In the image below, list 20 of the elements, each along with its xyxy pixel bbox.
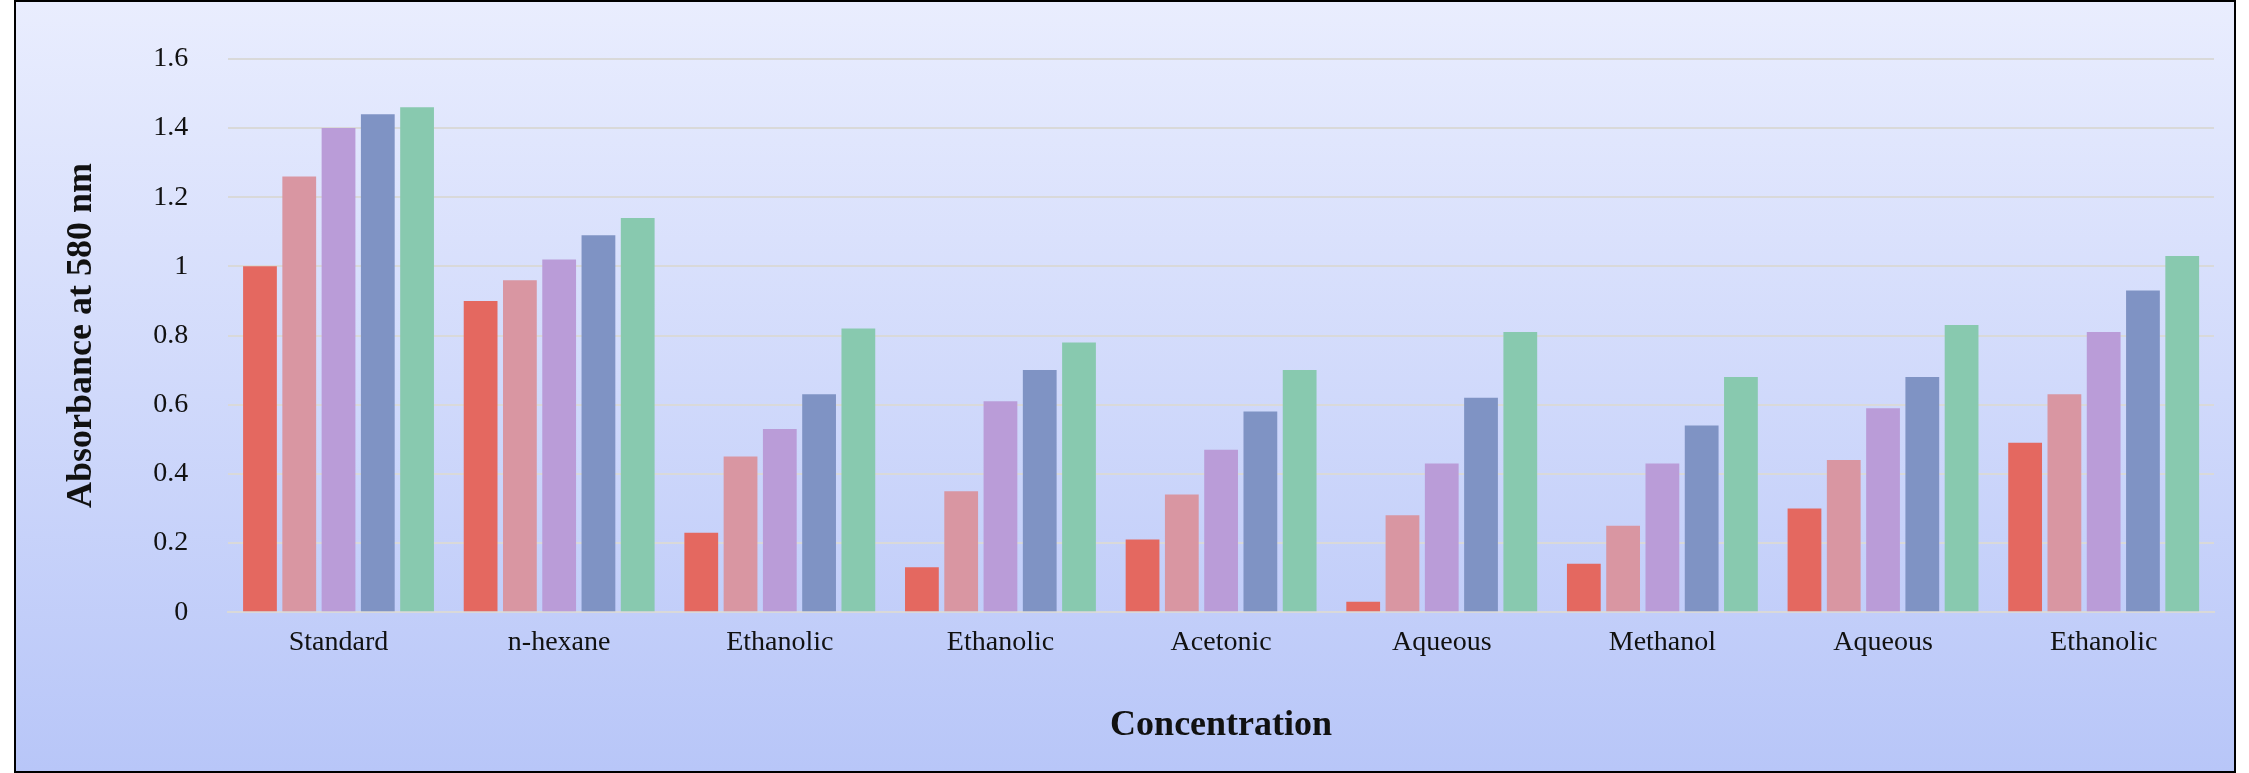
x-axis-title: Concentration	[1110, 702, 1333, 743]
x-tick-label: Aqueous	[1391, 625, 1492, 657]
y-tick-label: 0.4	[153, 456, 189, 488]
x-tick-label: Aqueous	[1833, 625, 1933, 657]
y-tick-label: 1	[174, 248, 189, 280]
x-tick-label: Ethanolic	[946, 625, 1055, 657]
y-tick-label: 0.8	[153, 317, 189, 349]
x-tick-label: Standard	[288, 625, 389, 657]
y-tick-label: 1.4	[153, 110, 189, 142]
y-tick-label: 1.2	[153, 179, 189, 211]
x-tick-label: Methanol	[1608, 625, 1717, 657]
y-tick-label: 1.6	[153, 41, 189, 73]
x-tick-label: Ethanolic	[726, 625, 834, 657]
x-tick-label: Ethanolic	[2050, 625, 2158, 657]
x-tick-label: Acetonic	[1170, 625, 1272, 657]
y-axis-title: Absorbance at 580 nm	[58, 162, 99, 509]
y-tick-label: 0.6	[153, 387, 189, 419]
y-tick-label: 0.2	[153, 525, 189, 557]
x-tick-label: n-hexane	[507, 625, 611, 657]
y-tick-label: 0	[174, 594, 189, 626]
